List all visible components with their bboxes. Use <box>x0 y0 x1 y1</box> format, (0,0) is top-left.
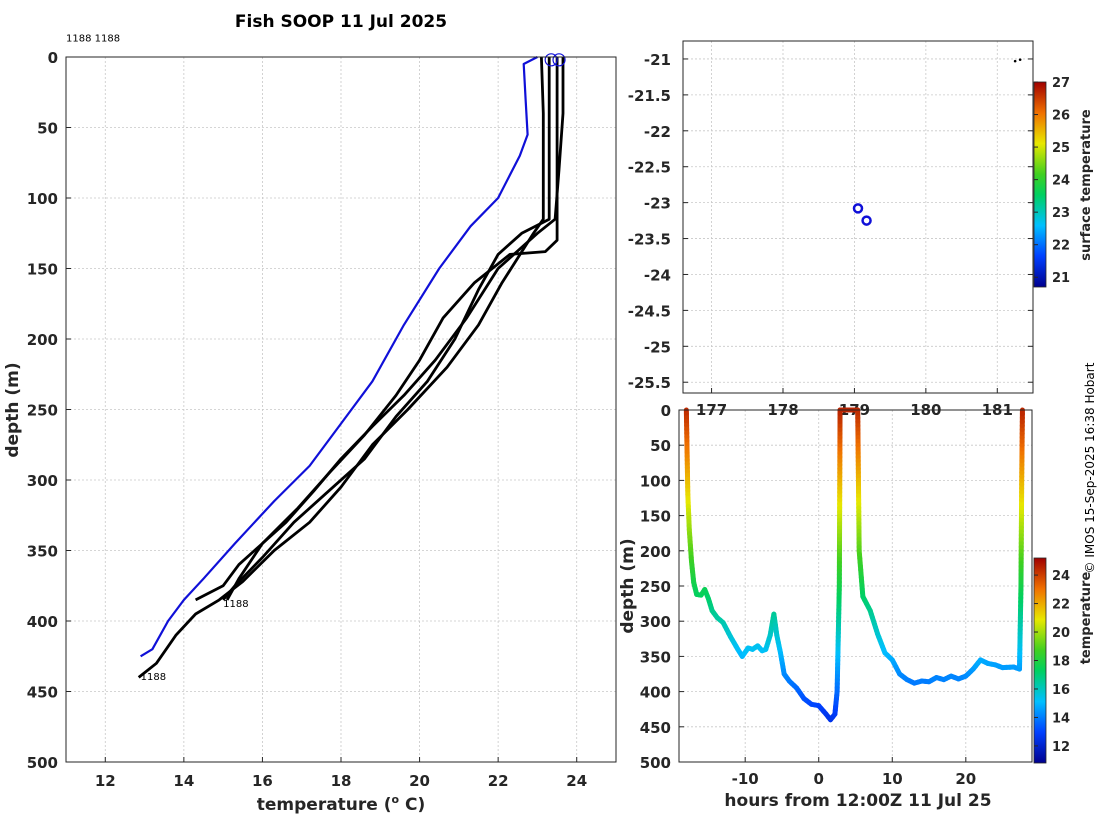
map-station-marker <box>861 215 872 226</box>
timeseries-x-tick-label: 10 <box>882 770 903 788</box>
temperature-colorbar-tick-label: 16 <box>1052 683 1070 698</box>
map-y-tick-label: -21.5 <box>628 87 671 105</box>
profile-x-label: temperature (o C) <box>257 793 426 815</box>
profile-series <box>137 56 565 679</box>
profile-markers <box>544 53 566 67</box>
surface-colorbar-tick-label: 23 <box>1052 206 1070 221</box>
timeseries-grid <box>679 409 1032 763</box>
map-grid <box>683 41 1033 393</box>
profile-y-ticks: 0 50 100 150 200 250 300 350 400 450 500 <box>27 49 71 772</box>
timeseries-y-ticks: 0 50 100 150 200 250 300 350 400 450 500 <box>640 402 684 772</box>
timeseries-track <box>683 407 1025 723</box>
surface-colorbar-tick-label: 25 <box>1052 141 1070 156</box>
profile-x-tick-label: 14 <box>173 772 194 790</box>
profile-y-tick-label: 50 <box>37 120 58 138</box>
map-axes-box <box>682 40 1034 394</box>
profile-y-tick-label: 200 <box>27 331 58 349</box>
timeseries-x-tick-label: -10 <box>732 770 759 788</box>
timeseries-y-tick-label: 500 <box>640 754 671 772</box>
temperature-colorbar-tick-label: 18 <box>1052 655 1070 670</box>
profile-x-tick-label: 12 <box>95 772 116 790</box>
profile-line-cast-1 <box>137 56 545 679</box>
map-y-tick-label: -25.5 <box>628 374 671 392</box>
temperature-colorbar-label: temperature <box>1079 572 1094 665</box>
profile-grid <box>66 56 616 763</box>
profile-y-tick-label: 150 <box>27 261 58 279</box>
timeseries-x-ticks: -10 0 10 20 <box>732 757 976 788</box>
map-y-tick-label: -21 <box>644 51 671 69</box>
profile-x-ticks: 12 14 16 18 20 22 24 <box>95 757 587 790</box>
surface-colorbar-tick-label: 27 <box>1052 76 1070 91</box>
timeseries-x-tick-label: 20 <box>955 770 976 788</box>
timeseries-y-tick-label: 250 <box>640 578 671 596</box>
surface-colorbar-tick-label: 26 <box>1052 109 1070 124</box>
map-dot <box>1013 59 1017 63</box>
timeseries-y-tick-label: 50 <box>650 437 671 455</box>
credit-text: © IMOS 15-Sep-2025 16:38 Hobart <box>1083 362 1097 573</box>
timeseries-y-tick-label: 150 <box>640 508 671 526</box>
map-station-marker <box>852 203 864 214</box>
map-y-tick-label: -23.5 <box>628 231 671 249</box>
timeseries-y-tick-label: 450 <box>640 719 671 737</box>
surface-colorbar-ticks: 21 22 23 24 25 26 27 <box>1034 76 1070 286</box>
map-y-tick-label: -24.5 <box>628 302 671 320</box>
profile-x-tick-label: 20 <box>409 772 430 790</box>
timeseries-y-tick-label: 350 <box>640 648 671 666</box>
map-y-ticks: -21 -21.5 -22 -22.5 -23 -23.5 -24 -24.5 -25 -25.5 <box>628 51 1033 392</box>
temperature-colorbar-ticks: 12 14 16 18 20 22 24 <box>1034 569 1070 755</box>
profile-annotation: 1188 <box>223 599 248 610</box>
profile-annotations: 1188 1188 1188 1188 <box>66 33 249 683</box>
timeseries-x-tick-label: 0 <box>814 770 824 788</box>
map-y-tick-label: -22.5 <box>628 159 671 177</box>
timeseries-y-label: depth (m) <box>618 538 638 633</box>
profile-line-cast-4 <box>194 57 565 602</box>
temperature-colorbar-tick-label: 14 <box>1052 711 1070 726</box>
timeseries-y-tick-label: 200 <box>640 543 671 561</box>
profile-y-tick-label: 300 <box>27 472 58 490</box>
timeseries-y-tick-label: 300 <box>640 613 671 631</box>
profile-line-cast-2 <box>222 57 551 601</box>
profile-start-marker <box>552 53 566 67</box>
map-y-tick-label: -24 <box>644 266 671 284</box>
map-y-tick-label: -23 <box>644 195 671 213</box>
profile-y-tick-label: 0 <box>48 49 58 67</box>
profile-y-tick-label: 350 <box>27 543 58 561</box>
surface-colorbar-tick-label: 24 <box>1052 174 1070 189</box>
temperature-colorbar-tick-label: 24 <box>1052 569 1070 584</box>
map-y-tick-label: -25 <box>644 338 671 356</box>
profile-x-tick-label: 24 <box>566 772 587 790</box>
profile-y-tick-label: 250 <box>27 402 58 420</box>
map-points <box>852 58 1022 226</box>
profile-y-tick-label: 500 <box>27 754 58 772</box>
surface-colorbar-tick-label: 22 <box>1052 239 1070 254</box>
profile-x-tick-label: 22 <box>488 772 509 790</box>
profile-x-tick-label: 16 <box>252 772 273 790</box>
profile-y-tick-label: 450 <box>27 684 58 702</box>
surface-colorbar <box>1033 81 1047 288</box>
profile-annotation: 1188 <box>141 672 166 683</box>
temperature-colorbar-tick-label: 12 <box>1052 740 1070 755</box>
profile-line-cast-3 <box>225 57 559 601</box>
profile-line-blue <box>140 56 538 658</box>
timeseries-y-tick-label: 100 <box>640 472 671 490</box>
timeseries-x-label: hours from 12:00Z 11 Jul 25 <box>724 791 991 811</box>
timeseries-y-tick-label: 400 <box>640 684 671 702</box>
temperature-colorbar-tick-label: 20 <box>1052 626 1070 641</box>
chart-title: Fish SOOP 11 Jul 2025 <box>235 12 447 32</box>
profile-y-label: depth (m) <box>3 362 23 457</box>
map-y-tick-label: -22 <box>644 123 671 141</box>
profile-y-tick-label: 100 <box>27 190 58 208</box>
profile-x-tick-label: 18 <box>331 772 352 790</box>
map-dot <box>1018 58 1022 61</box>
temperature-colorbar-tick-label: 22 <box>1052 598 1070 613</box>
profile-y-tick-label: 400 <box>27 613 58 631</box>
surface-colorbar-tick-label: 21 <box>1052 271 1070 286</box>
surface-colorbar-label: surface temperature <box>1079 109 1094 261</box>
profile-start-marker <box>544 53 558 67</box>
timeseries-y-tick-label: 0 <box>661 402 671 420</box>
profile-annotation: 1188 1188 <box>66 33 120 44</box>
